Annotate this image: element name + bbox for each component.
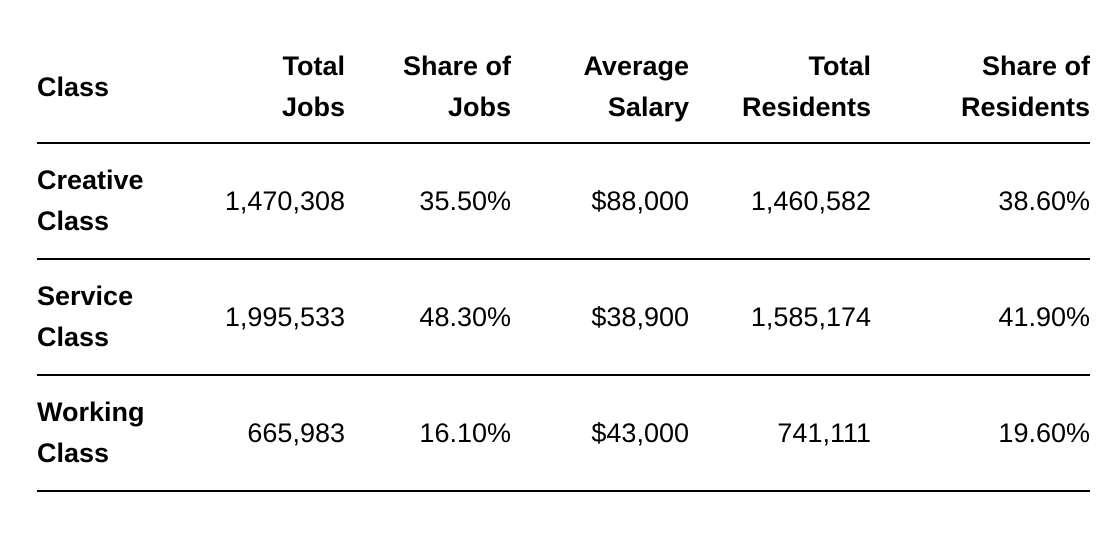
column-header-label: Average bbox=[583, 51, 689, 81]
column-header-label: Share of bbox=[402, 51, 511, 81]
class-jobs-residents-table: Class Total Jobs Share of Jobs Average S… bbox=[37, 12, 1090, 492]
column-header-share-of-jobs: Share of Jobs bbox=[345, 12, 511, 144]
column-header-total-residents: Total Residents bbox=[689, 12, 872, 144]
cell-share-of-residents: 19.60% bbox=[871, 375, 1090, 492]
cell-average-salary: $88,000 bbox=[511, 143, 689, 260]
table-header: Class Total Jobs Share of Jobs Average S… bbox=[37, 12, 1090, 144]
column-header-label: Residents bbox=[741, 92, 871, 122]
cell-total-residents: 741,111 bbox=[689, 375, 871, 492]
cell-share-of-jobs: 48.30% bbox=[345, 259, 511, 376]
row-label-line: Class bbox=[37, 322, 110, 352]
row-label: Working Class bbox=[37, 375, 197, 492]
column-header-label: Share of bbox=[981, 51, 1090, 81]
cell-average-salary: $43,000 bbox=[511, 375, 689, 492]
cell-average-salary: $38,900 bbox=[511, 259, 689, 376]
table-row-service-class: Service Class 1,995,533 48.30% $38,900 1… bbox=[37, 259, 1090, 376]
column-header-label: Total bbox=[282, 51, 346, 81]
column-header-label: Residents bbox=[960, 92, 1090, 122]
row-label-line: Class bbox=[37, 438, 110, 468]
cell-share-of-jobs: 35.50% bbox=[345, 143, 511, 260]
row-label: Service Class bbox=[37, 259, 197, 376]
table-body: Creative Class 1,470,308 35.50% $88,000 … bbox=[37, 143, 1090, 492]
column-header-class: Class bbox=[37, 12, 197, 144]
column-header-label: Jobs bbox=[447, 92, 511, 122]
cell-share-of-jobs: 16.10% bbox=[345, 375, 511, 492]
cell-share-of-residents: 38.60% bbox=[871, 143, 1090, 260]
row-label-line: Service bbox=[37, 281, 134, 311]
cell-total-residents: 1,585,174 bbox=[689, 259, 871, 376]
column-header-share-of-residents: Share of Residents bbox=[871, 12, 1090, 144]
column-header-label: Salary bbox=[607, 92, 689, 122]
table-row-working-class: Working Class 665,983 16.10% $43,000 741… bbox=[37, 375, 1090, 492]
cell-share-of-residents: 41.90% bbox=[871, 259, 1090, 376]
column-header-label: Total bbox=[808, 51, 872, 81]
cell-total-residents: 1,460,582 bbox=[689, 143, 871, 260]
row-label-line: Creative bbox=[37, 165, 144, 195]
cell-total-jobs: 1,470,308 bbox=[197, 143, 345, 260]
cell-total-jobs: 665,983 bbox=[197, 375, 345, 492]
header-row: Class Total Jobs Share of Jobs Average S… bbox=[37, 12, 1090, 144]
row-label-line: Class bbox=[37, 206, 110, 236]
column-header-total-jobs: Total Jobs bbox=[197, 12, 346, 144]
row-label-line: Working bbox=[37, 397, 145, 427]
column-header-label: Class bbox=[37, 71, 110, 102]
cell-total-jobs: 1,995,533 bbox=[197, 259, 345, 376]
column-header-label: Jobs bbox=[281, 92, 345, 122]
column-header-average-salary: Average Salary bbox=[511, 12, 689, 144]
table-row-creative-class: Creative Class 1,470,308 35.50% $88,000 … bbox=[37, 143, 1090, 260]
row-label: Creative Class bbox=[37, 143, 197, 260]
